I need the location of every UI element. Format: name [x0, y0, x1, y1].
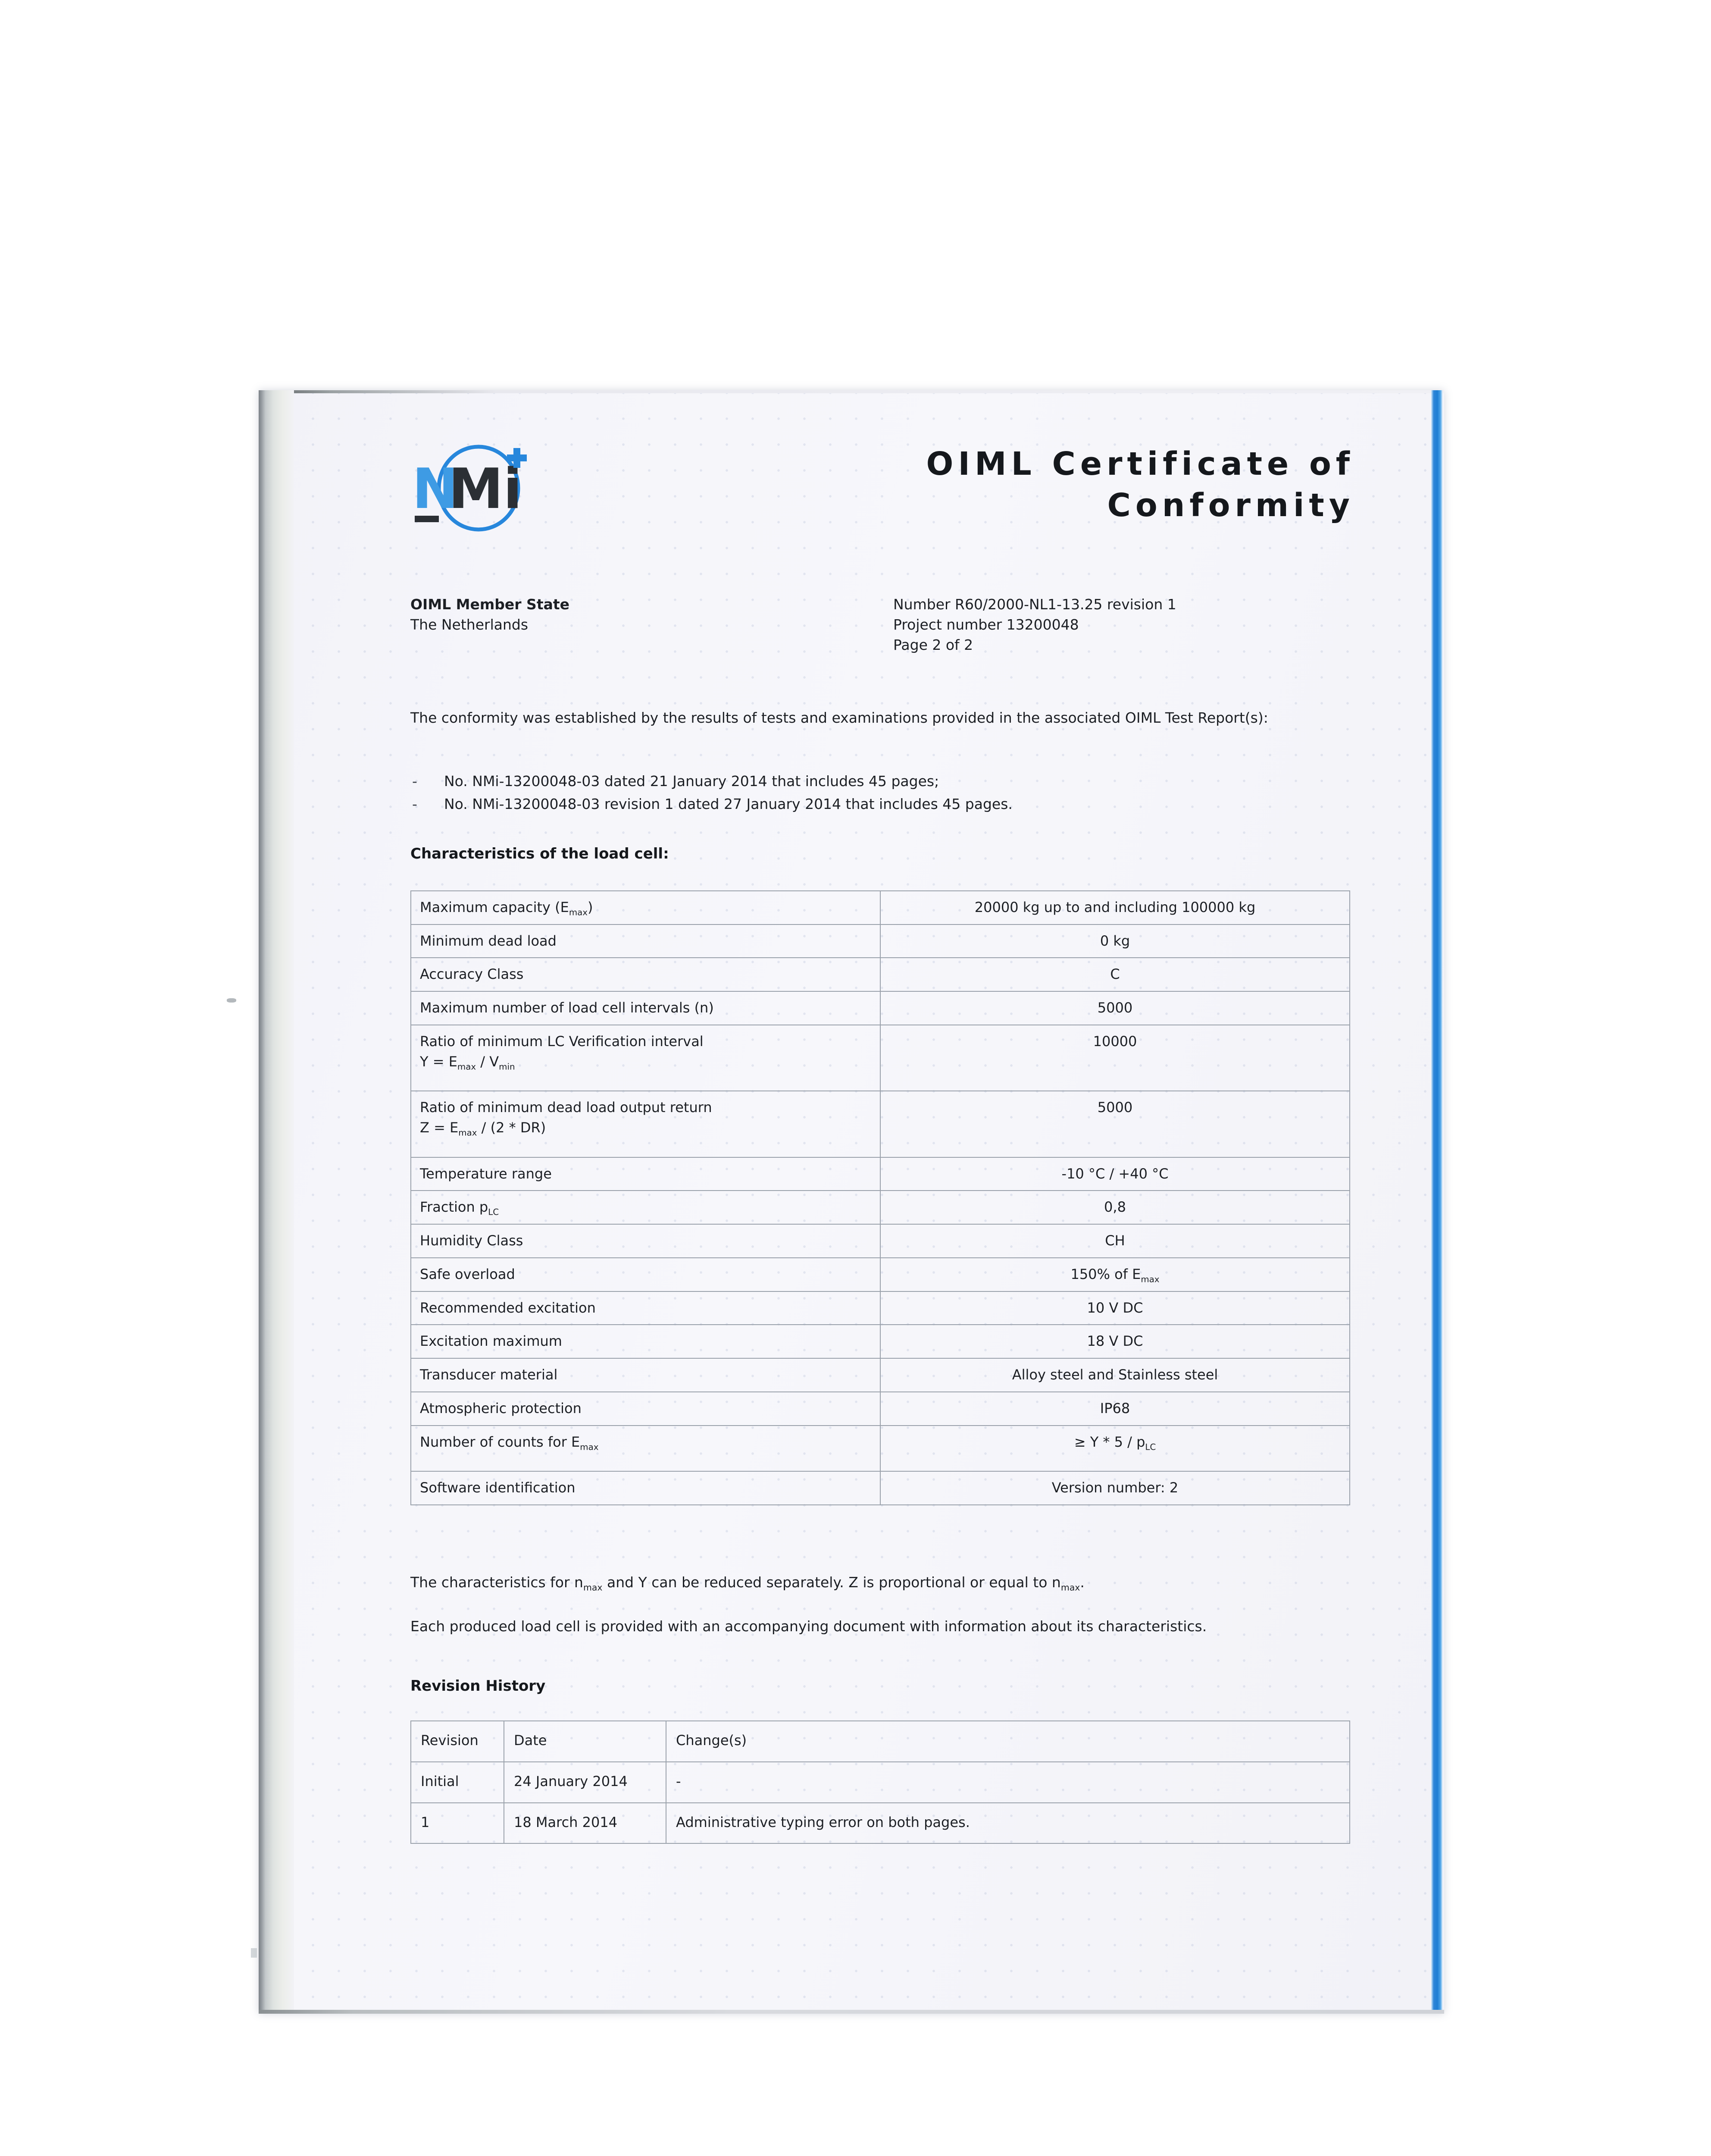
table-row: Initial 24 January 2014 - — [410, 1761, 1350, 1803]
svg-text:Mi: Mi — [448, 457, 522, 521]
scan-top-edge — [259, 390, 1444, 393]
row-label: Excitation maximum — [410, 1324, 881, 1359]
table-row: Fraction pLC 0,8 — [410, 1190, 1350, 1225]
row-value: 150% of Emax — [880, 1257, 1350, 1292]
table-row: Excitation maximum 18 V DC — [410, 1324, 1350, 1359]
certificate-page-sheet: N Mi OIML Certificate of Conformity — [227, 390, 1444, 2014]
scan-bottom-edge — [259, 2010, 1444, 2014]
row-label: Ratio of minimum dead load output return… — [410, 1091, 881, 1158]
row-value: 10 V DC — [880, 1291, 1350, 1326]
row-value: 10000 — [880, 1024, 1350, 1092]
list-item: - No. NMi-13200048-03 revision 1 dated 2… — [410, 793, 1316, 815]
row-label: Temperature range — [410, 1156, 881, 1191]
row-label: Humidity Class — [410, 1224, 881, 1258]
row-value: C — [880, 957, 1350, 992]
table-row: Temperature range -10 °C / +40 °C — [410, 1156, 1350, 1191]
revision-history-heading: Revision History — [410, 1677, 546, 1695]
table-row: Minimum dead load 0 kg — [410, 924, 1350, 959]
revision-history-table: Revision Date Change(s) Initial 24 Janua… — [410, 1720, 1350, 1844]
row-value: 0,8 — [880, 1190, 1350, 1225]
row-label: Ratio of minimum LC Verification interva… — [410, 1024, 881, 1092]
certificate-number-block: Number R60/2000-NL1-13.25 revision 1 Pro… — [893, 595, 1359, 655]
row-label: Maximum capacity (Emax) — [410, 890, 881, 925]
table-row: Number of counts for Emax ≥ Y * 5 / pLC — [410, 1425, 1350, 1472]
row-label: Maximum number of load cell intervals (n… — [410, 991, 881, 1025]
member-state-block: OIML Member State The Netherlands — [410, 595, 798, 635]
cell-revision: Initial — [410, 1761, 504, 1803]
list-item-text: No. NMi-13200048-03 revision 1 dated 27 … — [444, 796, 1013, 813]
column-header-revision: Revision — [410, 1720, 504, 1762]
scan-artifact-mark-bottom — [251, 1948, 257, 1958]
row-label: Fraction pLC — [410, 1190, 881, 1225]
brand-blue-edge-bar — [1431, 390, 1442, 2014]
scan-binding-shadow — [259, 390, 294, 2014]
cell-date: 24 January 2014 — [504, 1761, 666, 1803]
svg-text:N: N — [412, 457, 458, 521]
note-reduction: The characteristics for nmax and Y can b… — [410, 1574, 1085, 1593]
list-item: - No. NMi-13200048-03 dated 21 January 2… — [410, 770, 1316, 793]
title-line-1: OIML Certificate of — [926, 445, 1354, 483]
column-header-changes: Change(s) — [666, 1720, 1350, 1762]
row-label: Software identification — [410, 1471, 881, 1505]
test-report-list: - No. NMi-13200048-03 dated 21 January 2… — [410, 770, 1316, 816]
row-value: 5000 — [880, 1091, 1350, 1158]
row-value: IP68 — [880, 1391, 1350, 1426]
nmi-logo: N Mi — [410, 436, 544, 535]
member-state-value: The Netherlands — [410, 616, 529, 633]
table-header-row: Revision Date Change(s) — [410, 1720, 1350, 1762]
row-value: CH — [880, 1224, 1350, 1258]
column-header-date: Date — [504, 1720, 666, 1762]
project-number: Project number 13200048 — [893, 616, 1079, 633]
certificate-number: Number R60/2000-NL1-13.25 revision 1 — [893, 596, 1176, 613]
table-row: Accuracy Class C — [410, 957, 1350, 992]
row-label: Safe overload — [410, 1257, 881, 1292]
characteristics-heading: Characteristics of the load cell: — [410, 845, 669, 862]
row-label: Accuracy Class — [410, 957, 881, 992]
table-row: Atmospheric protection IP68 — [410, 1391, 1350, 1426]
table-row: Software identification Version number: … — [410, 1471, 1350, 1505]
member-state-label: OIML Member State — [410, 596, 570, 613]
cell-changes: - — [666, 1761, 1350, 1803]
row-value: 0 kg — [880, 924, 1350, 959]
cell-revision: 1 — [410, 1802, 504, 1844]
row-value: 5000 — [880, 991, 1350, 1025]
table-row: 1 18 March 2014 Administrative typing er… — [410, 1802, 1350, 1844]
cell-changes: Administrative typing error on both page… — [666, 1802, 1350, 1844]
row-label: Recommended excitation — [410, 1291, 881, 1326]
row-value: Version number: 2 — [880, 1471, 1350, 1505]
scan-artifact-mark — [227, 998, 236, 1003]
table-row: Recommended excitation 10 V DC — [410, 1291, 1350, 1326]
row-label: Minimum dead load — [410, 924, 881, 959]
list-item-text: No. NMi-13200048-03 dated 21 January 201… — [444, 773, 939, 790]
page-title: OIML Certificate of Conformity — [682, 443, 1354, 526]
page-indicator: Page 2 of 2 — [893, 636, 973, 653]
row-value: 18 V DC — [880, 1324, 1350, 1359]
row-label: Number of counts for Emax — [410, 1425, 881, 1472]
note-accompanying-document: Each produced load cell is provided with… — [410, 1618, 1207, 1635]
table-row: Maximum number of load cell intervals (n… — [410, 991, 1350, 1025]
table-row: Maximum capacity (Emax) 20000 kg up to a… — [410, 890, 1350, 925]
intro-paragraph: The conformity was established by the re… — [410, 709, 1268, 726]
bullet-dash-icon: - — [412, 796, 417, 813]
row-label: Transducer material — [410, 1358, 881, 1392]
table-row: Safe overload 150% of Emax — [410, 1257, 1350, 1292]
row-value: 20000 kg up to and including 100000 kg — [880, 890, 1350, 925]
table-row: Transducer material Alloy steel and Stai… — [410, 1358, 1350, 1392]
document-header: N Mi OIML Certificate of Conformity — [410, 436, 1359, 569]
row-value: -10 °C / +40 °C — [880, 1156, 1350, 1191]
title-line-2: Conformity — [1107, 487, 1354, 524]
row-value: Alloy steel and Stainless steel — [880, 1358, 1350, 1392]
bullet-dash-icon: - — [412, 773, 417, 790]
characteristics-table: Maximum capacity (Emax) 20000 kg up to a… — [410, 890, 1350, 1505]
row-value: ≥ Y * 5 / pLC — [880, 1425, 1350, 1472]
table-row: Humidity Class CH — [410, 1224, 1350, 1258]
table-row: Ratio of minimum LC Verification interva… — [410, 1024, 1350, 1092]
row-label: Atmospheric protection — [410, 1391, 881, 1426]
table-row: Ratio of minimum dead load output return… — [410, 1091, 1350, 1158]
cell-date: 18 March 2014 — [504, 1802, 666, 1844]
page-content: N Mi OIML Certificate of Conformity — [410, 390, 1359, 2014]
